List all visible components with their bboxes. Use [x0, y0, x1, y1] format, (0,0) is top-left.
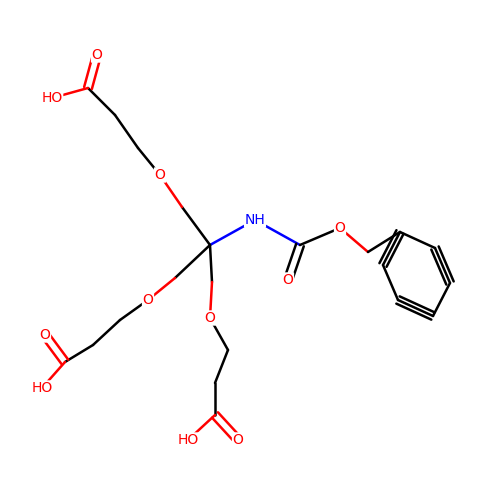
Text: O: O — [142, 293, 154, 307]
Text: O: O — [282, 273, 294, 287]
Text: O: O — [232, 433, 243, 447]
Text: HO: HO — [178, 433, 199, 447]
Text: O: O — [92, 48, 102, 62]
Text: O: O — [154, 168, 166, 182]
Text: HO: HO — [32, 381, 52, 395]
Text: O: O — [334, 221, 345, 235]
Text: HO: HO — [42, 91, 62, 105]
Text: O: O — [40, 328, 50, 342]
Text: NH: NH — [244, 213, 266, 227]
Text: O: O — [204, 311, 216, 325]
